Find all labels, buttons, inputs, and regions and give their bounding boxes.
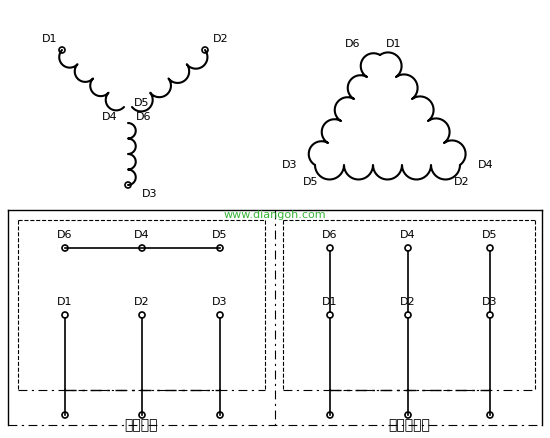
Text: D1: D1: [57, 297, 73, 307]
Text: D1: D1: [386, 39, 402, 49]
Text: D3: D3: [142, 189, 157, 199]
Text: D3: D3: [212, 297, 228, 307]
Text: D3: D3: [282, 160, 297, 170]
Text: D5: D5: [134, 98, 150, 108]
Text: D5: D5: [303, 177, 319, 187]
Text: 三角形连接: 三角形连接: [388, 418, 430, 432]
Text: D1: D1: [322, 297, 338, 307]
Text: D2: D2: [400, 297, 416, 307]
Text: D4: D4: [134, 230, 150, 240]
Text: D3: D3: [482, 297, 498, 307]
Text: D2: D2: [213, 34, 229, 44]
Text: D6: D6: [136, 112, 151, 122]
Text: D2: D2: [134, 297, 150, 307]
Text: www.diangoh.com: www.diangoh.com: [224, 210, 326, 220]
Text: D6: D6: [57, 230, 73, 240]
Text: D4: D4: [478, 160, 494, 170]
Text: D5: D5: [482, 230, 498, 240]
Text: D4: D4: [400, 230, 416, 240]
Text: 星形连接: 星形连接: [125, 418, 158, 432]
Text: D5: D5: [212, 230, 228, 240]
Text: D6: D6: [322, 230, 338, 240]
Text: D4: D4: [102, 112, 118, 122]
Text: D6: D6: [344, 39, 360, 49]
Text: D1: D1: [42, 34, 58, 44]
Text: D2: D2: [454, 177, 470, 187]
